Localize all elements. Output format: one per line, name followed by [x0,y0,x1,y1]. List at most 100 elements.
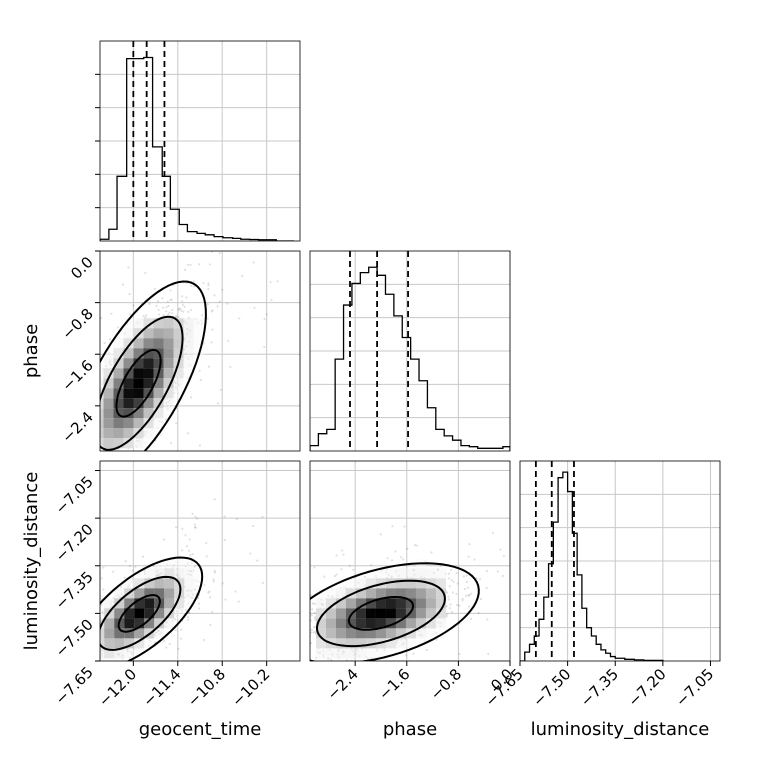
scatter-point [103,475,105,477]
scatter-point [193,523,197,526]
density-cell [193,328,204,339]
scatter-point [344,661,346,663]
scatter-point [71,456,73,458]
scatter-point [496,570,499,573]
scatter-point [194,220,196,222]
scatter-point [286,636,288,638]
scatter-point [310,641,313,645]
scatter-point [87,651,89,653]
scatter-point [210,251,213,253]
scatter-point [306,648,308,650]
density-cell [163,318,174,329]
density-cell [164,558,175,569]
scatter-point [121,283,125,286]
scatter-point [97,402,99,404]
density-cell [143,398,154,409]
scatter-point [209,623,212,627]
scatter-point [251,661,253,663]
scatter-point [174,618,177,621]
density-cell [144,638,155,649]
scatter-point [216,305,219,308]
density-cell [164,568,175,579]
scatter-point [103,341,106,345]
scatter-point [295,643,297,645]
panel-frame [519,460,721,662]
density-cell [104,648,115,659]
scatter-point [187,310,190,313]
scatter-point [181,295,184,298]
scatter-point [486,618,489,621]
scatter-point [280,653,282,655]
scatter-point [144,271,147,275]
scatter-point [269,618,271,620]
density-cell [100,658,105,661]
scatter-point [112,465,114,467]
scatter-point [74,463,76,465]
scatter-point [275,692,277,694]
density-cell [163,328,174,339]
scatter-point [73,611,75,613]
scatter-point [239,742,241,744]
scatter-point [196,517,199,520]
scatter-point [314,630,317,633]
scatter-point [348,564,351,568]
scatter-point [412,652,415,655]
scatter-point [205,555,208,558]
scatter-point [193,588,197,591]
scatter-point [90,651,92,653]
scatter-point [79,443,81,445]
scatter-point [232,241,234,243]
scatter-point [195,189,197,191]
scatter-point [291,604,293,606]
scatter-point [156,178,158,180]
scatter-point [180,628,183,631]
scatter-point [429,667,431,669]
scatter-point [448,585,451,588]
scatter-point [390,559,394,562]
scatter-point [118,457,120,459]
scatter-point [170,441,173,445]
density-cell [134,618,145,629]
scatter-point [256,559,259,562]
scatter-point [66,475,68,477]
scatter-point [98,448,100,450]
scatter-point [370,563,373,567]
scatter-point [330,658,333,661]
scatter-point [191,553,194,556]
scatter-point [97,434,99,436]
density-cell [100,408,104,419]
density-cell [143,408,154,419]
density-cell [113,438,124,449]
density-cell [143,418,154,429]
scatter-point [82,402,84,404]
scatter-point [109,496,111,498]
density-cell [103,408,114,419]
scatter-point [96,428,98,430]
scatter-point [94,459,96,461]
scatter-point [462,575,465,578]
scatter-point [97,651,99,653]
density-cell [183,338,194,349]
scatter-point [27,681,29,683]
scatter-point [87,431,89,433]
scatter-point [306,632,308,634]
scatter-point [491,531,494,534]
scatter-point [95,638,97,640]
scatter-point [386,557,389,560]
scatter-point [202,243,204,245]
scatter-point [175,526,178,529]
scatter-point [88,452,90,454]
scatter-point [69,418,71,420]
density-cell [174,598,185,609]
scatter-point [141,555,145,558]
scatter-point [448,607,451,610]
scatter-point [86,593,88,595]
density-cell [173,368,184,379]
density-cell [184,558,195,569]
scatter-point [56,394,58,396]
density-cell [84,648,94,658]
scatter-point [310,619,312,622]
density-cell [123,328,134,339]
scatter-point [209,596,212,599]
